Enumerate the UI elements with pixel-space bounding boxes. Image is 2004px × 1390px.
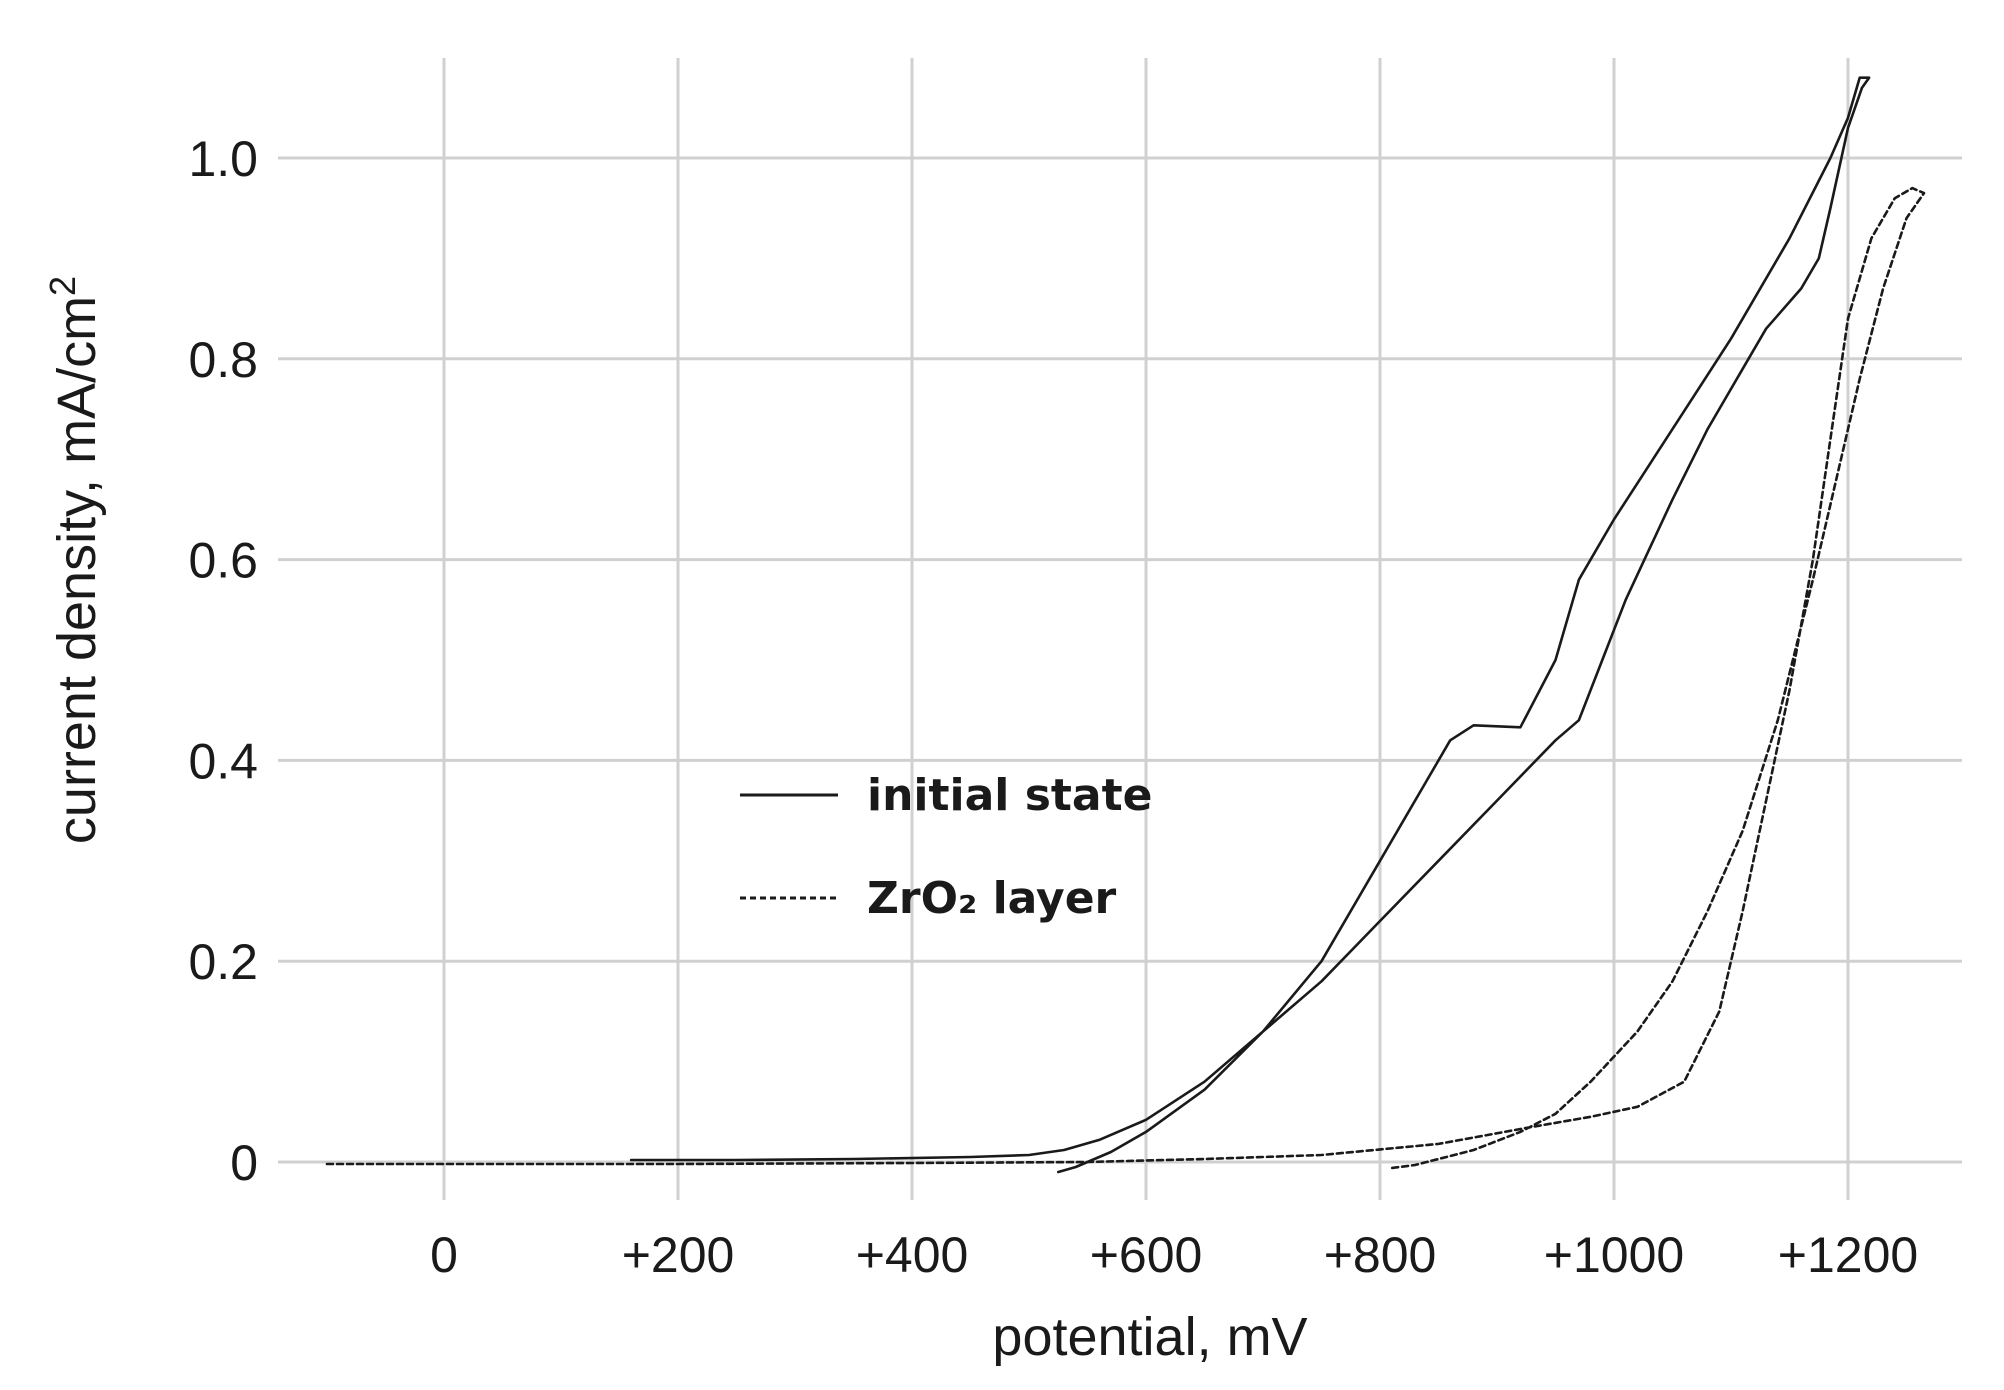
legend: initial state ZrO₂ layer — [740, 770, 1152, 924]
legend-label-zro2-layer: ZrO₂ layer — [867, 873, 1117, 924]
y-axis-title-main: current density, mA/cm — [47, 296, 107, 844]
x-tick-label: 0 — [430, 1227, 458, 1283]
x-tick-label: +200 — [622, 1227, 735, 1283]
y-axis-title: current density, mA/cm2 — [42, 276, 107, 844]
legend-label-initial-state: initial state — [867, 770, 1152, 821]
y-tick-label: 0.6 — [188, 533, 258, 589]
y-tick-label: 0 — [230, 1135, 258, 1191]
y-axis-title-superscript: 2 — [42, 276, 83, 296]
y-tick-label: 1.0 — [188, 131, 258, 187]
y-tick-label: 0.4 — [188, 733, 258, 789]
x-axis-title: potential, mV — [992, 1307, 1307, 1367]
x-tick-label: +1200 — [1778, 1227, 1918, 1283]
y-tick-label: 0.8 — [188, 332, 258, 388]
y-tick-label: 0.2 — [188, 934, 258, 990]
x-tick-label: +800 — [1324, 1227, 1437, 1283]
series-line-zro2-layer — [325, 186, 1926, 1170]
x-tick-label: +600 — [1090, 1227, 1203, 1283]
tick-labels: 0 +200 +400 +600 +800 +1000 +1200 0 0.2 0.4 0.6 0.8… — [188, 131, 1918, 1283]
x-tick-label: +400 — [856, 1227, 969, 1283]
data-series — [325, 76, 1926, 1174]
x-tick-label: +1000 — [1544, 1227, 1684, 1283]
series-line-initial-state — [629, 76, 1871, 1174]
